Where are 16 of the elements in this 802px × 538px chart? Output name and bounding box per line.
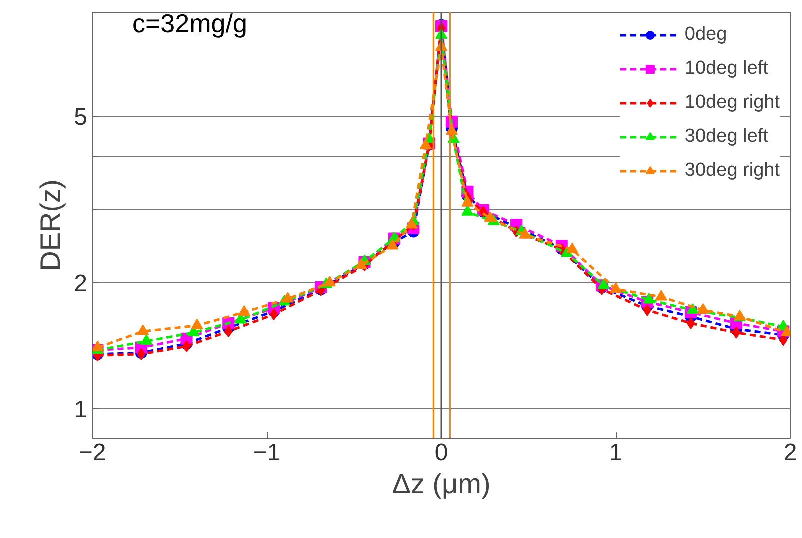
y-tick-label: 1 bbox=[74, 396, 88, 424]
x-axis-title: Δz (μm) bbox=[392, 468, 491, 500]
legend-label: 30deg left bbox=[684, 125, 768, 149]
legend-label: 30deg right bbox=[684, 159, 780, 183]
legend-label: 10deg left bbox=[684, 57, 768, 81]
x-tick-label: 1 bbox=[609, 440, 623, 466]
x-tick-label: −2 bbox=[78, 440, 106, 466]
annotation: c=32mg/g bbox=[132, 8, 248, 38]
x-tick-label: −1 bbox=[253, 440, 281, 466]
y-axis-title: DER(z) bbox=[35, 180, 66, 272]
x-tick-label: 0 bbox=[434, 440, 448, 466]
x-tick-label: 2 bbox=[784, 440, 798, 466]
legend-label: 0deg bbox=[684, 23, 728, 47]
legend-label: 10deg right bbox=[684, 91, 780, 115]
y-tick-label: 5 bbox=[74, 104, 88, 131]
y-tick-label: 2 bbox=[74, 270, 88, 298]
